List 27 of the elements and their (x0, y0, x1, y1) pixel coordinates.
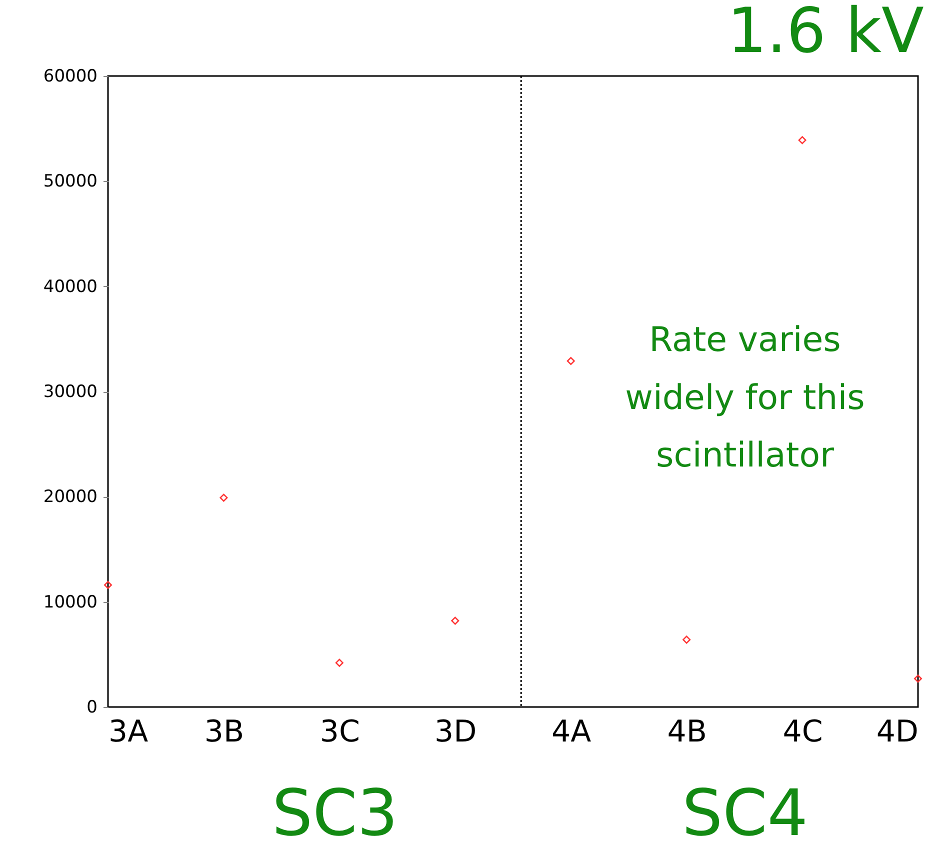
y-tick-label: 30000 (43, 382, 98, 402)
x-tick-label: 3B (204, 714, 244, 750)
point (566, 357, 575, 366)
text: SC3 (272, 777, 398, 847)
y-tick-label: 40000 (43, 276, 98, 297)
point (798, 136, 806, 144)
y-tick-label: 50000 (43, 172, 98, 192)
x-tick-label: 3A (108, 714, 149, 750)
x-tick-label: 3D (434, 714, 477, 750)
point (335, 658, 344, 667)
text: SC4 (682, 777, 808, 847)
point (682, 636, 691, 644)
point (220, 494, 228, 502)
y-tick-label: 20000 (43, 487, 98, 508)
point (451, 616, 460, 625)
x-tick-label: 3C (320, 714, 360, 750)
x-tick-label: 4C (782, 714, 823, 750)
y-tick-label: 10000 (43, 592, 98, 612)
x-tick-label: 4B (667, 714, 707, 750)
annotation: Rate varies widely for this scintillator (625, 320, 865, 476)
x-tick-label: 4A (552, 714, 592, 750)
point (104, 581, 112, 590)
x-tick-label: 4D (876, 714, 918, 750)
point (914, 674, 922, 683)
y-tick-label: 0 (86, 698, 98, 718)
chart-title: 1.6 kV (727, 0, 924, 67)
y-tick-label: 60000 (43, 66, 98, 86)
